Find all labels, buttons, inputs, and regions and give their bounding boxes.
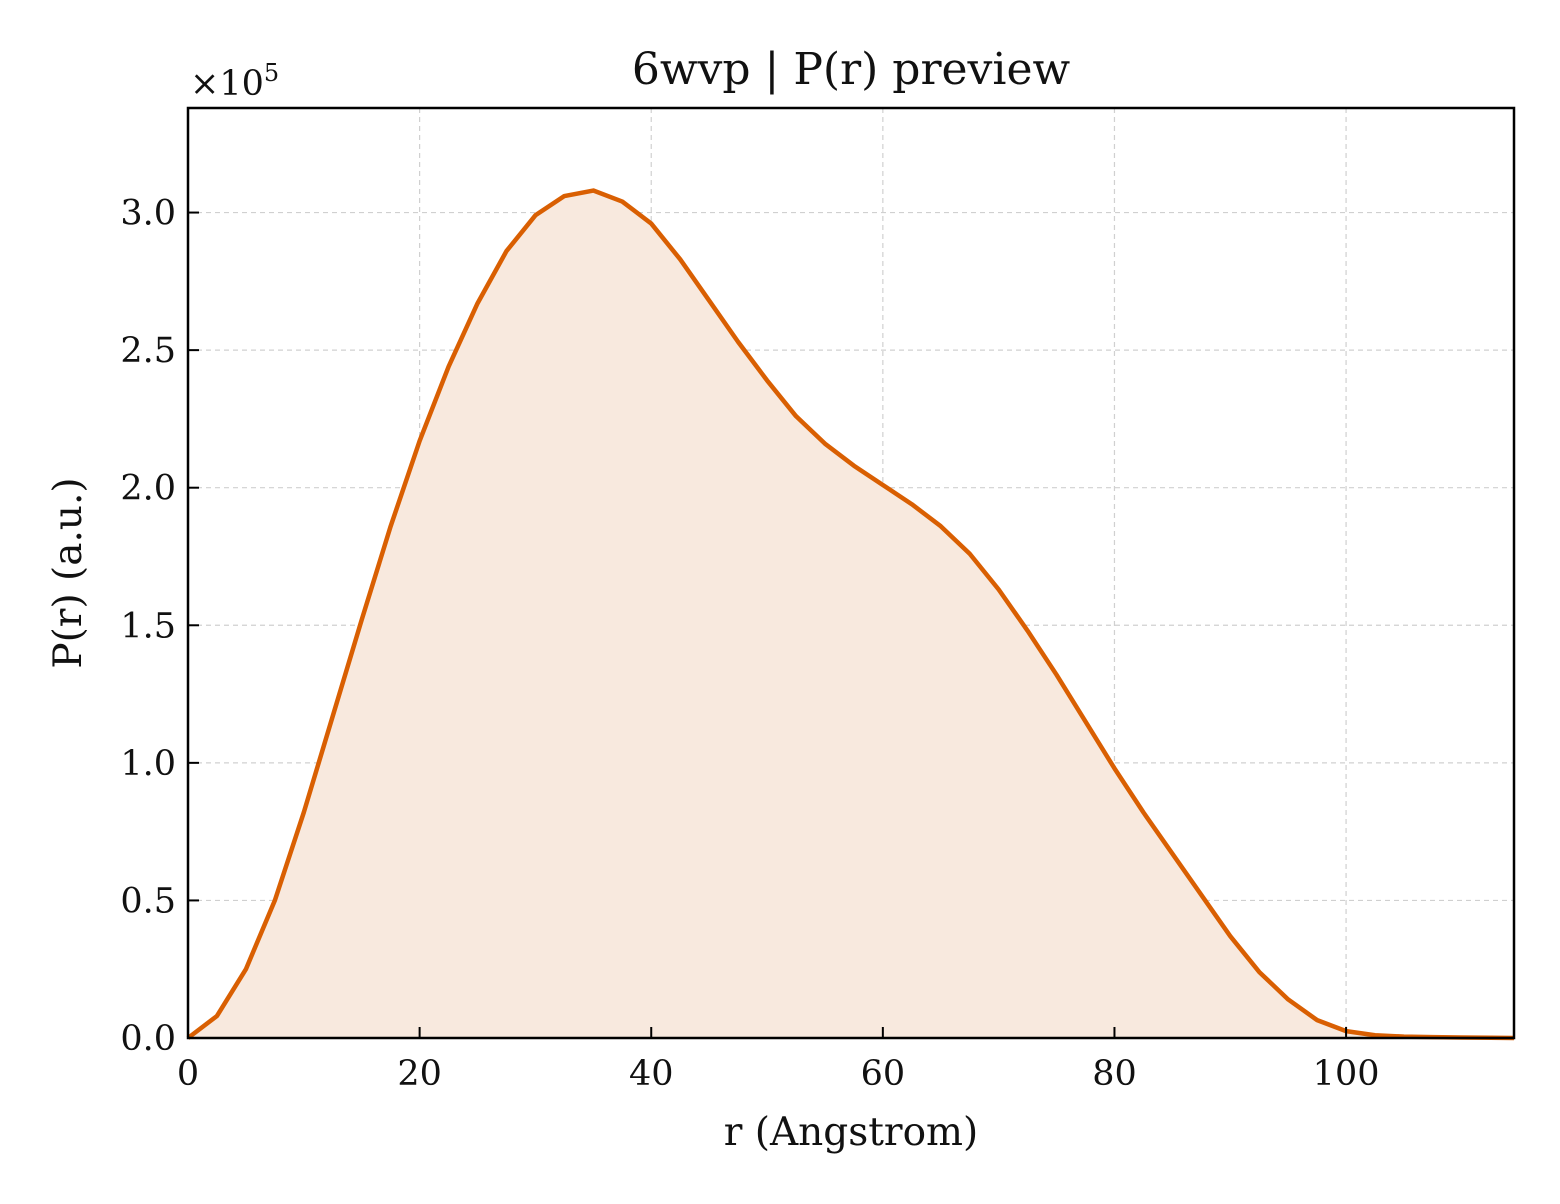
x-tick-label: 20: [397, 1054, 442, 1094]
x-tick-label: 60: [861, 1054, 906, 1094]
y-tick-label: 1.5: [120, 606, 176, 646]
pr-area-fill: [188, 190, 1514, 1039]
y-axis-ticks: 0.0 0.5 1.0 1.5 2.0 2.5 3.0: [120, 194, 199, 1059]
y-axis-label: P(r) (a.u.): [46, 477, 91, 668]
y-multiplier-base: ×10: [190, 64, 264, 104]
x-tick-label: 100: [1313, 1054, 1380, 1094]
x-axis-label: r (Angstrom): [724, 1110, 979, 1155]
y-tick-label: 1.0: [120, 744, 176, 784]
y-tick-label: 0.5: [120, 881, 176, 921]
y-multiplier-label: ×105: [190, 59, 279, 104]
y-tick-label: 2.0: [120, 469, 176, 509]
pr-series-line: [186, 188, 1515, 1041]
x-tick-label: 80: [1092, 1054, 1137, 1094]
x-tick-label: 0: [177, 1054, 199, 1094]
x-tick-label: 40: [629, 1054, 674, 1094]
y-tick-label: 2.5: [120, 331, 176, 371]
y-multiplier-exponent: 5: [264, 59, 279, 87]
x-axis-ticks: 0 20 40 60 80 100: [177, 1027, 1380, 1094]
plot-frame: [186, 106, 1516, 1040]
chart-title: 6wvp | P(r) preview: [632, 44, 1071, 95]
y-tick-label: 3.0: [120, 194, 176, 234]
y-tick-label: 0.0: [120, 1019, 176, 1059]
